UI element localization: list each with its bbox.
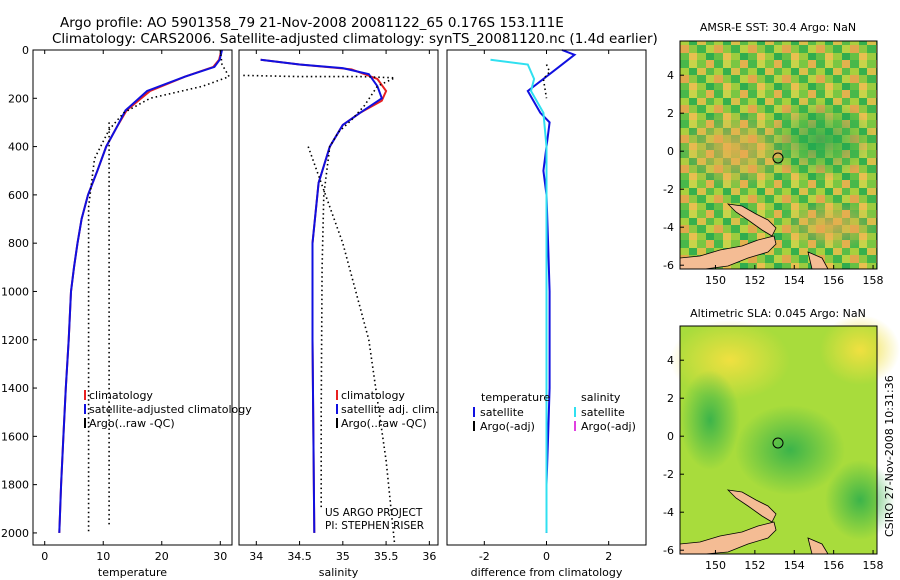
temperature-xtick-label: 30: [213, 550, 227, 563]
temperature-xtick-label: 0: [41, 550, 48, 563]
temperature-legend-label: climatology: [89, 389, 153, 402]
profile-panels: 0 10 20 30020040060080010001200140016001800…: [1, 44, 647, 579]
title-line-2: Climatology: CARS2006. Satellite-adjuste…: [52, 31, 658, 47]
difference-legend-title-left: temperature: [481, 391, 550, 404]
salinity-panel: 34 34.5 35 35.5 36 salinity climatologysatelli…: [238, 49, 439, 579]
temperature-legend-label: satellite-adjusted climatology: [89, 403, 252, 416]
temperature-ytick-label: 1600: [1, 430, 29, 443]
sla-low-patch-west: [680, 370, 740, 470]
salinity-series-1: [260, 58, 384, 533]
sla-high-patch-east: [820, 315, 900, 385]
difference-legend-label: Argo(-adj): [480, 420, 535, 433]
difference-panel: -2 0 2 difference from climatology temperatu…: [446, 49, 647, 579]
sla-xtick-label: 152: [744, 559, 765, 572]
difference-legend-label: satellite: [480, 406, 524, 419]
sla-ytick-label: -2: [663, 468, 674, 481]
temperature-ytick-label: 400: [8, 141, 29, 154]
sla-frame: [679, 325, 878, 555]
temperature-xlabel: temperature: [98, 566, 167, 579]
sla-ticks: 150 152 154 156 158 -6 -4 -2 0 2 4: [663, 354, 884, 572]
sla-xtick-label: 150: [705, 559, 726, 572]
sla-ytick-label: 4: [667, 354, 674, 367]
sst-ytick-label: 2: [667, 107, 674, 120]
sla-ytick-label: 2: [667, 392, 674, 405]
difference-series-1: [490, 58, 548, 533]
sla-ytick-label: -6: [663, 544, 674, 557]
sst-xtick-label: 158: [863, 274, 884, 287]
salinity-legend-label: Argo(..raw -QC): [341, 417, 427, 430]
salinity-xtick-label: 34: [249, 550, 263, 563]
sla-low-patch: [735, 405, 845, 495]
sst-argo-marker: [772, 152, 784, 164]
sla-xtick-label: 156: [823, 559, 844, 572]
salinity-series-2: [243, 74, 396, 509]
difference-legend-label: Argo(-adj): [581, 420, 636, 433]
temperature-ytick-label: 200: [8, 92, 29, 105]
salinity-axes-frame: [238, 49, 439, 546]
sla-island: [726, 489, 777, 523]
temperature-ytick-label: 2000: [1, 527, 29, 540]
temperature-series-1: [58, 49, 223, 533]
sst-cool-patch: [765, 100, 875, 180]
sla-ytick-label: 0: [667, 430, 674, 443]
temperature-ytick-label: 800: [8, 237, 29, 250]
sst-frame: [679, 40, 878, 270]
temperature-axes-frame: [32, 49, 233, 546]
sst-xtick-label: 156: [823, 274, 844, 287]
temperature-panel: 0 10 20 30 0 200 400 600 800 1000 1200 1400 1600 1800…: [1, 44, 252, 579]
temperature-ytick-label: 0: [22, 44, 29, 57]
salinity-annotation: US ARGO PROJECT: [325, 507, 423, 519]
side-timestamp: CSIRO 27-Nov-2008 10:31:36: [883, 375, 896, 537]
salinity-series-0: [260, 58, 388, 533]
difference-xlabel: difference from climatology: [471, 566, 623, 579]
difference-xtick-label: -2: [479, 550, 490, 563]
temperature-ytick-label: 1800: [1, 479, 29, 492]
difference-legend-label: satellite: [581, 406, 625, 419]
temperature-ytick-label: 1400: [1, 382, 29, 395]
difference-xtick-label: 0: [543, 550, 550, 563]
sst-ytick-label: -6: [663, 259, 674, 272]
salinity-legend-label: climatology: [341, 389, 405, 402]
sla-map: Altimetric SLA: 0.045 Argo: NaN 150 152 15…: [663, 307, 900, 572]
sla-argo-marker: [772, 437, 784, 449]
sst-ytick-label: -4: [663, 221, 674, 234]
difference-xtick-label: 2: [605, 550, 612, 563]
temperature-ytick-label: 1200: [1, 334, 29, 347]
sst-map: AMSR-E SST: 30.4 Argo: NaN 150 152 154 156 1…: [663, 21, 884, 287]
difference-legend-title-right: salinity: [581, 391, 621, 404]
sst-map-title: AMSR-E SST: 30.4 Argo: NaN: [700, 21, 856, 34]
sst-warm-patch-south: [780, 200, 880, 250]
sla-map-title: Altimetric SLA: 0.045 Argo: NaN: [690, 307, 866, 320]
sst-ytick-label: 4: [667, 69, 674, 82]
sla-xtick-label: 154: [784, 559, 805, 572]
salinity-xtick-label: 36: [422, 550, 436, 563]
salinity-series-3: [307, 146, 396, 546]
salinity-xlabel: salinity: [319, 566, 359, 579]
salinity-xtick-label: 35.5: [374, 550, 399, 563]
temperature-legend-label: Argo(..raw -QC): [89, 417, 175, 430]
sst-xtick-label: 150: [705, 274, 726, 287]
sst-ytick-label: -2: [663, 183, 674, 196]
sst-warm-patch: [675, 110, 795, 190]
temperature-ytick-label: 600: [8, 189, 29, 202]
temperature-xtick-label: 10: [96, 550, 110, 563]
sst-xtick-label: 154: [784, 274, 805, 287]
difference-series-2: [542, 64, 551, 99]
title-line-1: Argo profile: AO 5901358_79 21-Nov-2008 …: [60, 15, 564, 31]
salinity-annotation: PI: STEPHEN RISER: [325, 520, 424, 532]
salinity-xtick-label: 35: [336, 550, 350, 563]
sst-xtick-label: 152: [744, 274, 765, 287]
sla-xtick-label: 158: [863, 559, 884, 572]
temperature-ytick-label: 1000: [1, 285, 29, 298]
sst-island: [726, 203, 777, 237]
temperature-series-0: [58, 49, 223, 533]
salinity-xtick-label: 34.5: [287, 550, 312, 563]
difference-series-0: [526, 49, 577, 533]
sst-ticks: 150 152 154 156 158 -6 -4 -2 0 2 4: [663, 69, 884, 287]
sla-ytick-label: -4: [663, 506, 674, 519]
temperature-xtick-label: 20: [155, 550, 169, 563]
salinity-legend-label: satellite adj. clim.: [341, 403, 438, 416]
sst-ytick-label: 0: [667, 145, 674, 158]
